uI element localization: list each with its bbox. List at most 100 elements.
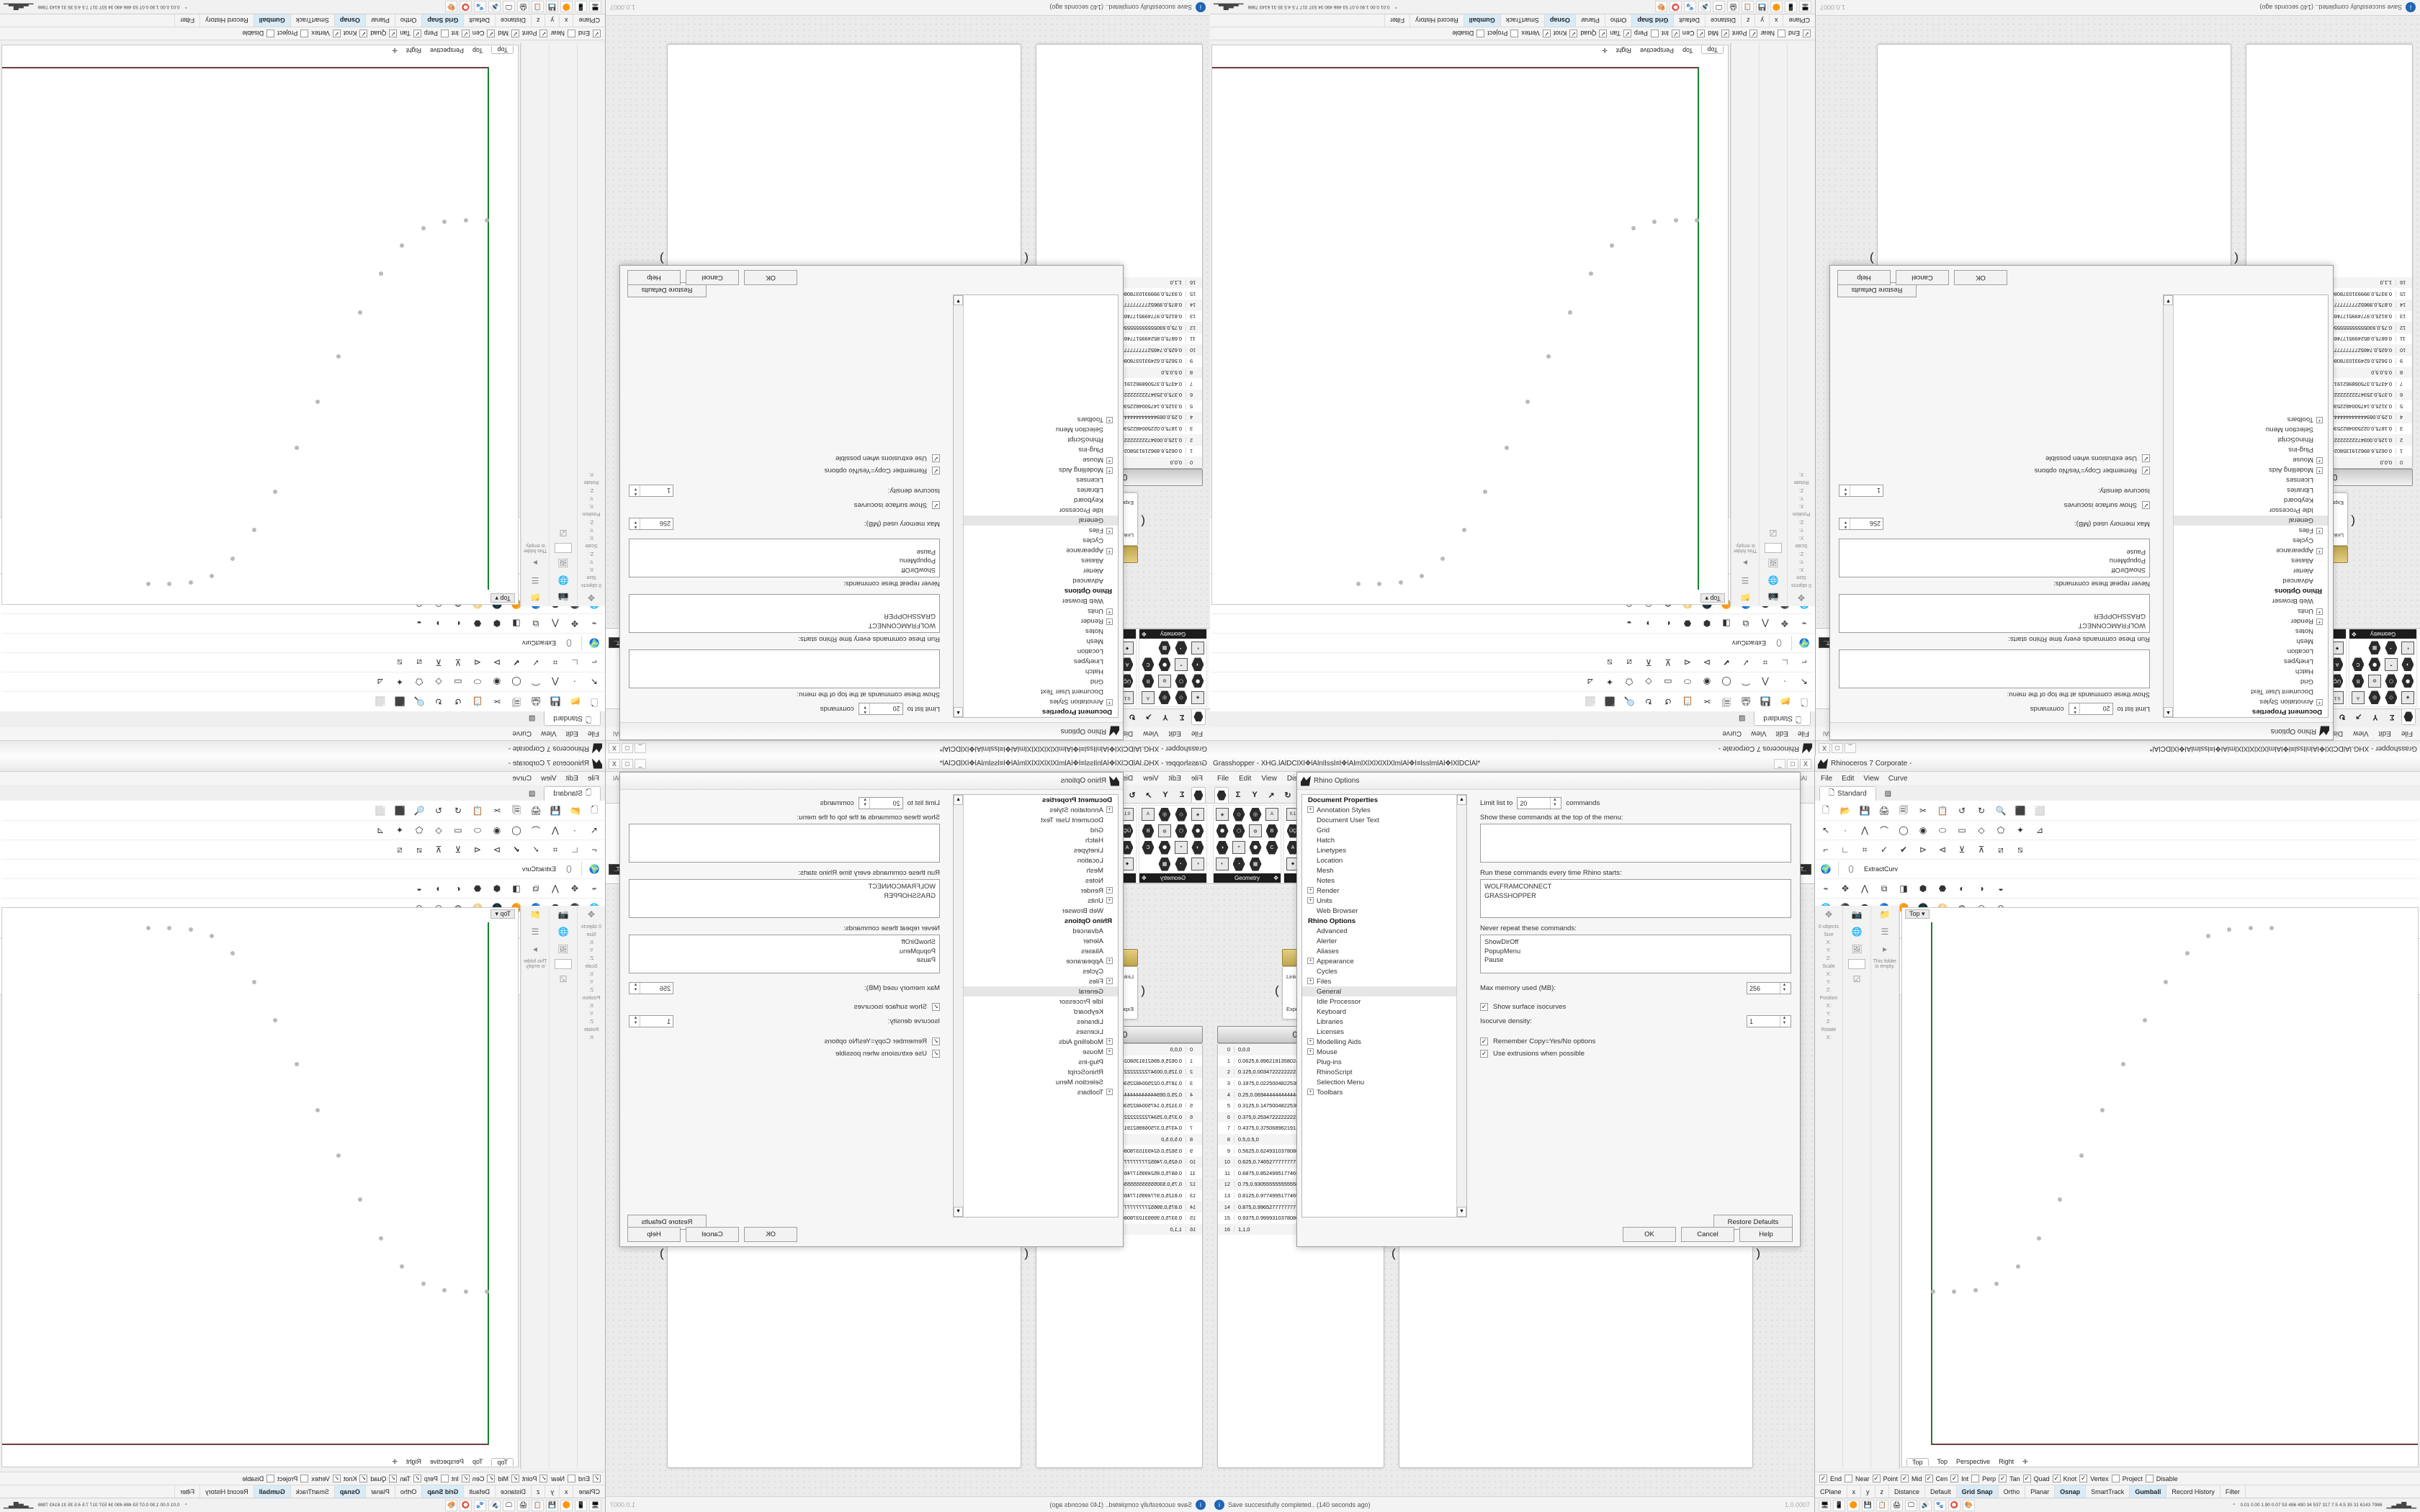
options-tree-item[interactable]: Libraries bbox=[1302, 1017, 1466, 1027]
maximize-button[interactable]: □ bbox=[622, 743, 633, 754]
toolbar-icon[interactable]: 🗋 bbox=[591, 804, 598, 815]
toolbar-icon[interactable]: ◇ bbox=[435, 825, 442, 835]
cancel-button[interactable]: Cancel bbox=[686, 1226, 739, 1242]
globe-icon[interactable]: 🌍 bbox=[588, 638, 600, 648]
options-tree-item[interactable]: Notes bbox=[1302, 876, 1466, 886]
gh-menu-edit[interactable]: Edit bbox=[2378, 729, 2391, 738]
taskbar-icon[interactable]: 📱 bbox=[1785, 1, 1797, 13]
options-tree[interactable]: Document Properties + Annotation Styles … bbox=[1301, 794, 1467, 1218]
expand-icon[interactable]: + bbox=[2316, 548, 2323, 554]
taskbar-icon[interactable]: 📱 bbox=[575, 1499, 587, 1511]
toolbar-icon[interactable]: ✦ bbox=[2016, 825, 2025, 835]
toolbar-icon[interactable]: ↺ bbox=[454, 806, 462, 816]
taskbar-icon[interactable]: 🐾 bbox=[474, 1499, 486, 1511]
remember-copy-checkbox[interactable]: ✓ bbox=[1480, 1038, 1488, 1045]
options-tree-item[interactable]: + Mouse bbox=[2164, 455, 2328, 465]
ribbon-icon[interactable]: A bbox=[2350, 690, 2366, 706]
options-tree-item[interactable]: Libraries bbox=[2164, 485, 2328, 495]
earth-icon[interactable]: 🌐 bbox=[1767, 575, 1779, 585]
toolbar-icon[interactable]: 🗋 bbox=[1801, 697, 1808, 708]
options-tree-item[interactable]: Linetypes bbox=[954, 845, 1118, 855]
options-tree-item[interactable]: Libraries bbox=[954, 485, 1118, 495]
osnap-checkbox-cen[interactable]: ✓ bbox=[487, 30, 496, 37]
toolbar-icon[interactable]: ∟ bbox=[570, 657, 579, 667]
show-isocurves-checkbox[interactable]: ✓ bbox=[1480, 1003, 1488, 1011]
toolbar-icon[interactable]: ◇ bbox=[1978, 825, 1985, 835]
ribbon-icon[interactable]: ◈ bbox=[1190, 690, 1206, 706]
show-top-textarea[interactable] bbox=[1839, 649, 2150, 688]
rhino-viewport[interactable]: Top ▾ Top Top Perspective Right ✛ bbox=[1, 45, 519, 605]
extract-curve-button[interactable]: ExtractCurv bbox=[521, 639, 556, 647]
toolbar-icon[interactable]: ⊼ bbox=[1978, 845, 1985, 855]
toolbar-icon[interactable]: ⬠ bbox=[1996, 825, 2005, 835]
scroll-down-icon[interactable]: ▼ bbox=[954, 295, 963, 305]
options-tree-item[interactable]: + Appearance bbox=[2164, 546, 2328, 556]
scroll-down-icon[interactable]: ▼ bbox=[2164, 295, 2173, 305]
rhino-titlebar[interactable]: Rhinoceros 7 Corporate - bbox=[0, 756, 605, 772]
osnap-checkbox-disable[interactable] bbox=[266, 1475, 275, 1482]
taskbar-icon[interactable]: 🟠 bbox=[1847, 1499, 1860, 1511]
options-tree-scrollbar[interactable]: ▲ ▼ bbox=[2164, 295, 2174, 717]
viewport-label[interactable]: Top ▾ bbox=[490, 909, 515, 919]
toolbar-icon[interactable]: ⬭ bbox=[1683, 677, 1692, 688]
camera-icon[interactable]: 📷 bbox=[557, 909, 569, 919]
options-tree-item[interactable]: + Mouse bbox=[954, 1047, 1118, 1057]
options-tree-item[interactable]: + Render bbox=[954, 616, 1118, 626]
expand-icon[interactable]: + bbox=[1106, 897, 1113, 904]
expand-icon[interactable]: + bbox=[1106, 1089, 1113, 1095]
scroll-up-icon[interactable]: ▲ bbox=[2164, 707, 2173, 717]
statusbar-osnap[interactable]: Osnap bbox=[2055, 1485, 2087, 1498]
toolbar-icon[interactable]: 📋 bbox=[472, 696, 483, 706]
gh-tab-4[interactable]: ↻ bbox=[1129, 791, 1136, 800]
taskbar-icon[interactable]: 🖨 bbox=[517, 1, 529, 13]
toolbar-icon[interactable]: ⬣ bbox=[1683, 618, 1692, 629]
options-tree-item[interactable]: + Appearance bbox=[954, 956, 1118, 966]
expand-icon[interactable]: + bbox=[2316, 417, 2323, 423]
toolbar-icon[interactable]: ↺ bbox=[454, 696, 462, 706]
taskbar-icon[interactable]: 🔊 bbox=[488, 1, 501, 13]
rhino-viewport[interactable]: Top ▾ Top Top Perspective Right ✛ bbox=[1, 907, 519, 1467]
options-tree-item[interactable]: General bbox=[2164, 516, 2328, 526]
use-extrusions-checkbox[interactable]: ✓ bbox=[1480, 1050, 1488, 1058]
toolbar-icon[interactable]: ↻ bbox=[1977, 806, 1986, 816]
statusbar-osnap[interactable]: Osnap bbox=[333, 14, 365, 27]
toolbar-icon[interactable]: ⊼ bbox=[435, 845, 442, 855]
ribbon-icon[interactable]: C bbox=[1140, 840, 1156, 855]
gh-menu-edit[interactable]: Edit bbox=[1168, 774, 1181, 783]
toolbar-icon[interactable]: 🔍 bbox=[413, 696, 425, 706]
toolbar-icon[interactable]: ◯ bbox=[1721, 677, 1731, 687]
toolbar-icon[interactable]: ✔ bbox=[512, 657, 521, 667]
rhino-viewport[interactable]: Top ▾ Top Top Perspective Right ✛ bbox=[1901, 907, 2419, 1467]
gh-menu-view[interactable]: View bbox=[1261, 774, 1277, 783]
limit-list-input[interactable]: 20 ▲ ▼ bbox=[1517, 797, 1562, 809]
ribbon-icon[interactable]: ◎ bbox=[1157, 690, 1173, 706]
help-button[interactable]: Help bbox=[1739, 1226, 1793, 1242]
toolbar-icon[interactable]: ✓ bbox=[532, 657, 540, 667]
toolbar-tab-standard[interactable]: 🗋 Standard bbox=[1819, 786, 1876, 801]
options-tree-item[interactable]: General bbox=[954, 516, 1118, 526]
globe-icon[interactable]: 🌍 bbox=[588, 864, 600, 874]
toolbar-icon[interactable]: ◒ bbox=[1998, 883, 2004, 894]
toolbar-tab-extra[interactable]: ▨ bbox=[520, 786, 544, 801]
toolbar-icon[interactable]: ✓ bbox=[1742, 657, 1750, 667]
viewport-label[interactable]: Top ▾ bbox=[490, 593, 515, 603]
statusbar-gumball[interactable]: Gumball bbox=[2130, 1485, 2167, 1498]
gh-menu-file[interactable]: File bbox=[1191, 774, 1203, 783]
options-tree-item[interactable]: Mesh bbox=[1302, 865, 1466, 876]
ribbon-icon[interactable]: C bbox=[1140, 657, 1156, 672]
options-tree[interactable]: Document Properties + Annotation Styles … bbox=[2163, 294, 2329, 718]
max-memory-input[interactable]: 256 ▲ ▼ bbox=[1747, 982, 1791, 994]
options-tree-item[interactable]: Alerter bbox=[954, 566, 1118, 576]
toolbar-icon[interactable]: ✦ bbox=[395, 677, 404, 687]
statusbar-ortho[interactable]: Ortho bbox=[394, 14, 422, 27]
osnap-checkbox-vertex[interactable]: ✓ bbox=[332, 1475, 341, 1482]
toolbar-icon[interactable]: ↺ bbox=[1664, 696, 1672, 706]
toolbar-icon[interactable]: ⋀ bbox=[552, 618, 559, 629]
toolbar-icon[interactable]: ⧅ bbox=[397, 657, 403, 668]
options-tree-item[interactable]: Document Properties bbox=[2164, 707, 2328, 717]
ribbon-icon[interactable]: ◔ bbox=[2383, 640, 2399, 656]
port-link-in[interactable]: Link bbox=[1124, 532, 1134, 539]
osnap-checkbox-cen[interactable]: ✓ bbox=[1697, 30, 1706, 37]
ribbon-icon[interactable]: ◑ bbox=[2400, 657, 2416, 672]
taskbar-icon[interactable]: ⭕ bbox=[1670, 1, 1682, 13]
